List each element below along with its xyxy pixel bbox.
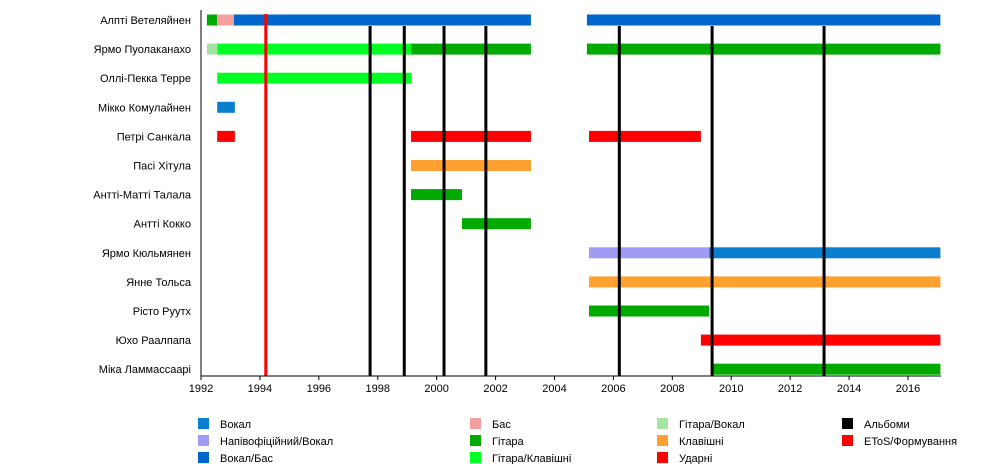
- legend-swatch-vocalbass: [198, 452, 209, 463]
- album-line: [442, 26, 446, 376]
- bar-guitar: [411, 43, 531, 55]
- album-line: [368, 26, 372, 376]
- x-tick-label: 2008: [660, 383, 684, 395]
- x-tick-label: 1994: [248, 383, 272, 395]
- bar-vocalbass: [233, 14, 531, 26]
- member-label: Рісто Руутх: [133, 306, 192, 318]
- legend-swatch-guitarvocal: [657, 418, 668, 429]
- album-line: [484, 26, 488, 376]
- legend-swatch-keys: [657, 435, 668, 446]
- bar-guitar: [712, 363, 941, 375]
- x-tick-label: 2016: [896, 383, 920, 395]
- legend-label-semi: Напівофіційний/Вокал: [220, 436, 333, 448]
- album-line: [710, 26, 714, 376]
- bar-guitar: [411, 189, 463, 201]
- legend-label-bass: Бас: [492, 419, 511, 431]
- legend-label-keys: Клавішні: [679, 436, 724, 448]
- bar-drums: [217, 130, 235, 142]
- member-label: Міка Ламмассаарі: [99, 364, 191, 376]
- member-label: Ярмо Кюльмянен: [102, 248, 191, 260]
- bar-guitar: [588, 305, 710, 317]
- member-label: Антті Кокко: [134, 219, 191, 231]
- bar-drums: [411, 130, 531, 142]
- legend-label-vocalbass: Вокал/Бас: [220, 453, 273, 464]
- bar-semi: [588, 247, 710, 259]
- bar-vocal: [217, 101, 235, 113]
- album-line: [617, 26, 621, 376]
- legend-swatch-formation: [842, 435, 853, 446]
- bar-guitarvocal: [206, 43, 218, 55]
- legend-label-formation: EToS/Формування: [864, 436, 957, 448]
- x-tick-label: 2006: [601, 383, 625, 395]
- legend-swatch-bass: [470, 418, 481, 429]
- member-label: Пасі Хітула: [133, 161, 192, 173]
- x-tick-label: 2002: [483, 383, 507, 395]
- member-label: Алпті Ветеляйнен: [100, 15, 191, 27]
- x-tick-label: 2000: [424, 383, 448, 395]
- legend-label-guitarvocal: Гітара/Вокал: [679, 419, 745, 431]
- album-line: [822, 26, 826, 376]
- x-tick-label: 2010: [719, 383, 743, 395]
- member-label: Оллі-Пекка Терре: [100, 73, 191, 85]
- legend-swatch-drums: [657, 452, 668, 463]
- legend-label-albums: Альбоми: [864, 419, 910, 431]
- x-tick-label: 2012: [778, 383, 802, 395]
- bar-guitarkeys: [217, 43, 412, 55]
- member-label: Петрі Санкала: [117, 131, 192, 143]
- bar-guitar: [462, 218, 531, 230]
- bar-bass: [217, 14, 234, 26]
- legend-label-vocal: Вокал: [220, 419, 251, 431]
- album-line: [402, 26, 406, 376]
- bar-guitar: [586, 43, 941, 55]
- x-tick-label: 2014: [837, 383, 861, 395]
- member-label: Янне Тольса: [126, 277, 192, 289]
- bar-drums: [700, 334, 941, 346]
- bar-keys: [411, 160, 531, 171]
- bar-keys: [588, 276, 941, 288]
- member-label: Мікко Комулайнен: [98, 102, 191, 114]
- x-tick-label: 1996: [307, 383, 331, 395]
- legend-swatch-guitar: [470, 435, 481, 446]
- formation-line: [264, 14, 268, 376]
- x-tick-label: 1998: [366, 383, 390, 395]
- member-label: Юхо Раалпапа: [116, 335, 192, 347]
- legend-swatch-vocal: [198, 418, 209, 429]
- member-label: Ярмо Пуолаканахо: [94, 44, 191, 56]
- bar-drums: [588, 130, 701, 142]
- legend-label-drums: Ударні: [679, 453, 712, 464]
- member-label: Антті-Матті Талала: [93, 190, 192, 202]
- legend-swatch-guitarkeys: [470, 452, 481, 463]
- bar-guitarkeys: [217, 72, 412, 84]
- legend-swatch-semi: [198, 435, 209, 446]
- bar-vocalbass: [586, 14, 941, 26]
- bar-guitar: [206, 14, 218, 26]
- legend-label-guitarkeys: Гітара/Клавішні: [492, 453, 571, 464]
- x-tick-label: 2004: [542, 383, 566, 395]
- legend-swatch-albums: [842, 418, 853, 429]
- x-tick-label: 1992: [189, 383, 213, 395]
- legend-label-guitar: Гітара: [492, 436, 525, 448]
